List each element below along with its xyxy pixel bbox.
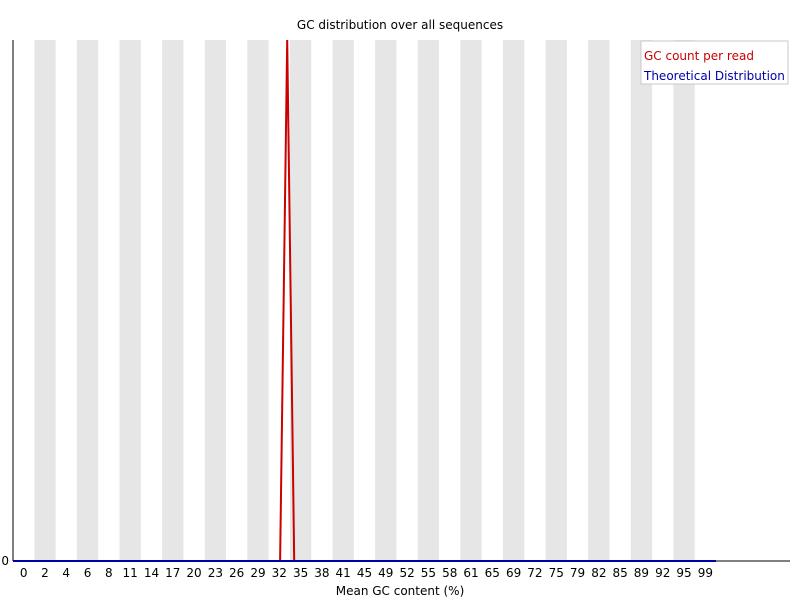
legend-box bbox=[640, 40, 789, 85]
y-tick-label: 0 bbox=[1, 554, 9, 568]
x-tick-label: 38 bbox=[314, 566, 329, 580]
grid-band bbox=[332, 40, 354, 561]
x-tick-label: 99 bbox=[698, 566, 713, 580]
grid-band bbox=[13, 40, 35, 561]
grid-band bbox=[289, 40, 312, 561]
grid-band bbox=[98, 40, 120, 561]
x-tick-label: 2 bbox=[41, 566, 49, 580]
legend-gc-count-per-read: GC count per read bbox=[644, 49, 754, 63]
grid-bands bbox=[13, 40, 716, 561]
y-tick-labels: 0 bbox=[1, 554, 9, 568]
x-tick-label: 4 bbox=[62, 566, 70, 580]
x-tick-label: 17 bbox=[165, 566, 180, 580]
grid-band bbox=[417, 40, 440, 561]
x-tick-label: 49 bbox=[378, 566, 393, 580]
grid-band bbox=[630, 40, 653, 561]
grid-band bbox=[566, 40, 589, 561]
x-tick-label: 32 bbox=[272, 566, 287, 580]
grid-band bbox=[694, 40, 716, 561]
grid-band bbox=[353, 40, 376, 561]
x-tick-label: 69 bbox=[506, 566, 521, 580]
x-tick-label: 41 bbox=[336, 566, 351, 580]
x-tick-label: 8 bbox=[105, 566, 113, 580]
grid-band bbox=[162, 40, 184, 561]
x-tick-label: 23 bbox=[208, 566, 223, 580]
grid-band bbox=[247, 40, 269, 561]
legend: GC count per read Theoretical Distributi… bbox=[640, 40, 789, 85]
x-tick-labels: 0 2 4 6 8 11 14 17 20 23 26 29 32 35 38 41 45 49 52 55 58 61 6… bbox=[20, 566, 713, 580]
x-tick-label: 6 bbox=[84, 566, 92, 580]
x-tick-label: 85 bbox=[612, 566, 627, 580]
x-tick-label: 79 bbox=[570, 566, 585, 580]
series-layer bbox=[13, 39, 716, 562]
x-tick-label: 35 bbox=[293, 566, 308, 580]
grid-band bbox=[673, 40, 695, 561]
grid-band bbox=[502, 40, 525, 561]
grid-band bbox=[588, 40, 610, 561]
grid-band bbox=[545, 40, 567, 561]
x-tick-label: 52 bbox=[399, 566, 414, 580]
x-tick-label: 29 bbox=[250, 566, 265, 580]
legend-theoretical-distribution: Theoretical Distribution bbox=[643, 69, 785, 83]
x-tick-label: 82 bbox=[591, 566, 606, 580]
grid-band bbox=[311, 40, 333, 561]
x-tick-label: 95 bbox=[676, 566, 691, 580]
x-tick-label: 61 bbox=[463, 566, 478, 580]
x-tick-label: 55 bbox=[421, 566, 436, 580]
x-tick-label: 45 bbox=[357, 566, 372, 580]
x-tick-label: 58 bbox=[442, 566, 457, 580]
grid-band bbox=[34, 40, 56, 561]
grid-band bbox=[55, 40, 77, 561]
x-tick-label: 14 bbox=[144, 566, 159, 580]
grid-band bbox=[652, 40, 674, 561]
grid-band bbox=[460, 40, 482, 561]
grid-band bbox=[226, 40, 248, 561]
grid-band bbox=[183, 40, 205, 561]
grid-band bbox=[140, 40, 163, 561]
grid-band bbox=[76, 40, 99, 561]
x-tick-label: 20 bbox=[186, 566, 201, 580]
x-tick-label: 92 bbox=[655, 566, 670, 580]
grid-band bbox=[609, 40, 631, 561]
grid-band bbox=[204, 40, 227, 561]
chart-title: GC distribution over all sequences bbox=[297, 18, 503, 32]
x-tick-label: 11 bbox=[123, 566, 138, 580]
grid-band bbox=[524, 40, 546, 561]
x-tick-label: 75 bbox=[549, 566, 564, 580]
x-axis-label: Mean GC content (%) bbox=[336, 584, 465, 598]
x-tick-label: 72 bbox=[527, 566, 542, 580]
grid-band bbox=[481, 40, 503, 561]
grid-band bbox=[396, 40, 418, 561]
grid-band bbox=[119, 40, 141, 561]
x-tick-label: 0 bbox=[20, 566, 28, 580]
x-tick-label: 65 bbox=[485, 566, 500, 580]
grid-band bbox=[375, 40, 397, 561]
grid-band bbox=[439, 40, 461, 561]
x-tick-label: 26 bbox=[229, 566, 244, 580]
x-tick-label: 89 bbox=[634, 566, 649, 580]
